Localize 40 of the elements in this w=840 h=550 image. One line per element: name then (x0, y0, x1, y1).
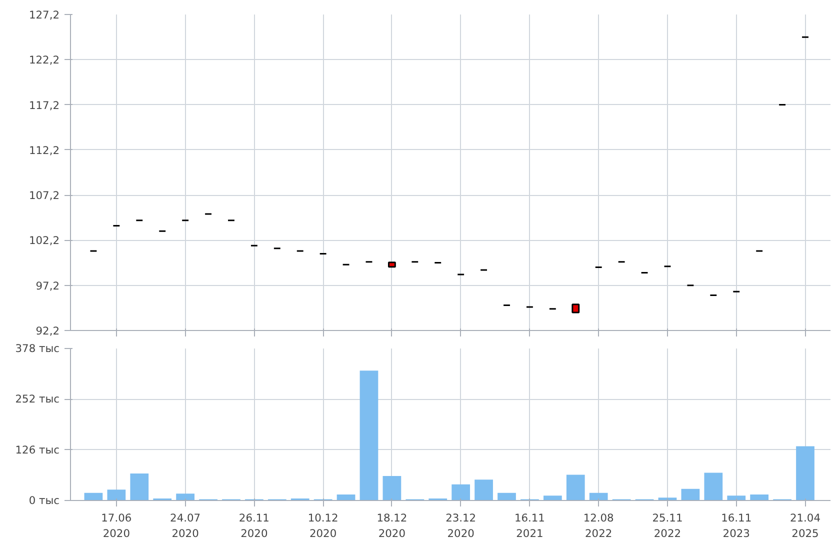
x-tick-label: 18.12 2020 (376, 512, 408, 540)
bar (382, 476, 402, 500)
bar (727, 496, 746, 500)
y-tick-label: 117,2 (28, 98, 60, 112)
bar (107, 490, 126, 500)
bar (796, 446, 814, 500)
bar (589, 492, 608, 500)
y-tick-label: 252 тыс (15, 392, 60, 406)
x-tick-label: 21.04 2025 (790, 512, 821, 540)
x-tick-label: 10.12 2020 (308, 512, 338, 540)
bar (681, 488, 700, 500)
bar (452, 484, 470, 500)
bar (474, 480, 493, 500)
x-tick-label: 25.11 2022 (652, 512, 683, 540)
bar (750, 494, 769, 500)
bar (543, 496, 562, 500)
y-tick-label: 378 тыс (15, 342, 60, 355)
x-tick-label: 16.11 2021 (514, 512, 545, 540)
x-tick-label: 16.11 2023 (721, 512, 752, 540)
y-tick-label: 122,2 (28, 54, 60, 67)
y-tick-label: 92,2 (36, 324, 60, 338)
x-tick-label: 24.07 2020 (170, 512, 201, 540)
y-tick-label: 102,2 (28, 234, 60, 248)
bar (360, 370, 378, 500)
y-tick-label: 126 тыс (15, 443, 60, 456)
bar (176, 494, 194, 500)
x-tick-label: 17.06 2020 (101, 512, 132, 540)
y-tick-label: 127,2 (28, 8, 60, 22)
x-tick-label: 12.08 2022 (583, 512, 614, 540)
y-tick-label: 107,2 (28, 189, 60, 202)
bar (84, 492, 103, 500)
y-tick-label: 97,2 (36, 279, 60, 292)
y-tick-label: 0 тыс (28, 494, 60, 507)
bar (704, 472, 723, 500)
y-tick-label: 112,2 (28, 144, 60, 157)
bar (498, 492, 516, 500)
x-tick-label: 26.11 2020 (238, 512, 270, 540)
x-tick-label: 23.12 2020 (446, 512, 476, 540)
bar (130, 474, 149, 500)
bar (566, 474, 585, 500)
